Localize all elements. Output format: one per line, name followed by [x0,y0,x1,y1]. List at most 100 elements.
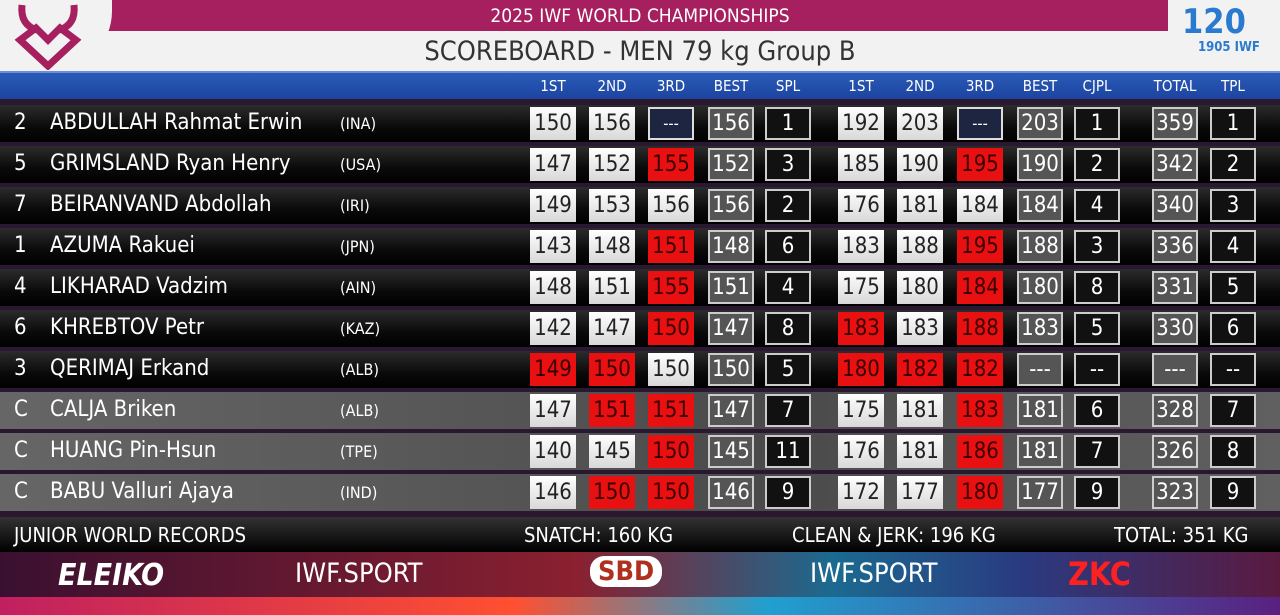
total-place: 8 [1210,435,1256,468]
cj-place: 7 [1074,435,1120,468]
cj-best: 180 [1017,271,1063,304]
total: 359 [1152,107,1198,140]
snatch-attempt-1: 149 [530,353,576,386]
snatch-attempt-2: 156 [589,107,635,140]
records-label: JUNIOR WORLD RECORDS [14,523,247,547]
snatch-attempt-1: 143 [530,230,576,263]
snatch-best: 147 [708,394,754,427]
total: 330 [1152,312,1198,345]
cj-best: 203 [1017,107,1063,140]
lot-number: 4 [14,274,27,299]
total-place: 9 [1210,476,1256,509]
total: 342 [1152,148,1198,181]
lot-number: 7 [14,192,27,217]
cj-place: -- [1074,353,1120,386]
total: 326 [1152,435,1198,468]
total-place: 2 [1210,148,1256,181]
cj-attempt-3: 180 [957,476,1003,509]
cj-attempt-2: 183 [897,312,943,345]
snatch-attempt-3: 151 [648,394,694,427]
sponsor-eleiko-logo: ELEIKO [58,558,165,593]
snatch-attempt-3: 155 [648,271,694,304]
snatch-attempt-2: 153 [589,189,635,222]
total-place: 5 [1210,271,1256,304]
athlete-name: CALJA Briken [50,397,177,422]
snatch-attempt-3: 151 [648,230,694,263]
snatch-attempt-1: 147 [530,148,576,181]
total: 336 [1152,230,1198,263]
snatch-attempt-1: 146 [530,476,576,509]
cj-attempt-2: 180 [897,271,943,304]
total: 328 [1152,394,1198,427]
lot-number: C [14,479,28,504]
nation-code: (ALB) [340,401,379,420]
cj-attempt-3: 186 [957,435,1003,468]
cj-place: 4 [1074,189,1120,222]
cj-attempt-2: 177 [897,476,943,509]
cj-place: 8 [1074,271,1120,304]
snatch-attempt-3: 150 [648,435,694,468]
athlete-name: ABDULLAH Rahmat Erwin [50,110,303,135]
snatch-attempt-2: 145 [589,435,635,468]
snatch-attempt-2: 147 [589,312,635,345]
cj-best: 181 [1017,394,1063,427]
snatch-attempt-2: 150 [589,476,635,509]
snatch-attempt-3: 150 [648,353,694,386]
cj-attempt-1: 175 [838,271,884,304]
snatch-place: 5 [765,353,811,386]
total-place: 4 [1210,230,1256,263]
cj-attempt-1: 180 [838,353,884,386]
column-header-1st: 1ST [540,77,566,95]
record-snatch: SNATCH: 160 KG [524,523,674,547]
athlete-row: 6 KHREBTOV Petr (KAZ) 142 147 150 147 8 183 183 18… [0,310,1280,347]
total: 323 [1152,476,1198,509]
cj-attempt-2: 203 [897,107,943,140]
nation-code: (IND) [340,483,378,502]
snatch-attempt-2: 151 [589,271,635,304]
cj-attempt-2: 181 [897,189,943,222]
cj-attempt-3: --- [957,107,1003,140]
cj-attempt-1: 183 [838,230,884,263]
snatch-attempt-3: 150 [648,476,694,509]
snatch-attempt-3: 156 [648,189,694,222]
column-header-cjpl: CJPL [1082,77,1112,95]
total-place: 6 [1210,312,1256,345]
lot-number: 5 [14,151,27,176]
cj-attempt-2: 188 [897,230,943,263]
column-header-1st: 1ST [848,77,874,95]
cj-best: 190 [1017,148,1063,181]
snatch-best: 151 [708,271,754,304]
column-header-best: BEST [713,77,749,95]
athlete-name: LIKHARAD Vadzim [50,274,228,299]
snatch-best: 145 [708,435,754,468]
scoreboard-table: 2 ABDULLAH Rahmat Erwin (INA) 150 156 --- 156 1… [0,99,1280,517]
nation-code: (INA) [340,114,377,133]
snatch-best: 152 [708,148,754,181]
cj-attempt-1: 192 [838,107,884,140]
column-header-3rd: 3RD [965,77,995,95]
event-title: 2025 IWF WORLD CHAMPIONSHIPS [0,0,1280,31]
sponsor-bar: ELEIKO IWF.SPORT SBD IWF.SPORT ZKC [0,552,1280,597]
column-header-total: TOTAL [1153,77,1197,95]
snatch-attempt-1: 142 [530,312,576,345]
total: 340 [1152,189,1198,222]
snatch-attempt-3: 150 [648,312,694,345]
athlete-name: AZUMA Rakuei [50,233,195,258]
athlete-row: C HUANG Pin-Hsun (TPE) 140 145 150 145 11 176 181… [0,433,1280,470]
snatch-attempt-1: 149 [530,189,576,222]
athlete-name: BABU Valluri Ajaya [50,479,234,504]
lot-number: C [14,438,28,463]
snatch-place: 11 [765,435,811,468]
snatch-attempt-2: 151 [589,394,635,427]
snatch-best: 150 [708,353,754,386]
nation-code: (TPE) [340,442,378,461]
cj-place: 2 [1074,148,1120,181]
nation-code: (AIN) [340,278,377,297]
cj-attempt-3: 184 [957,271,1003,304]
snatch-attempt-3: 155 [648,148,694,181]
cj-attempt-3: 182 [957,353,1003,386]
snatch-attempt-2: 148 [589,230,635,263]
nation-code: (KAZ) [340,319,381,338]
cj-best: 177 [1017,476,1063,509]
total-place: 1 [1210,107,1256,140]
